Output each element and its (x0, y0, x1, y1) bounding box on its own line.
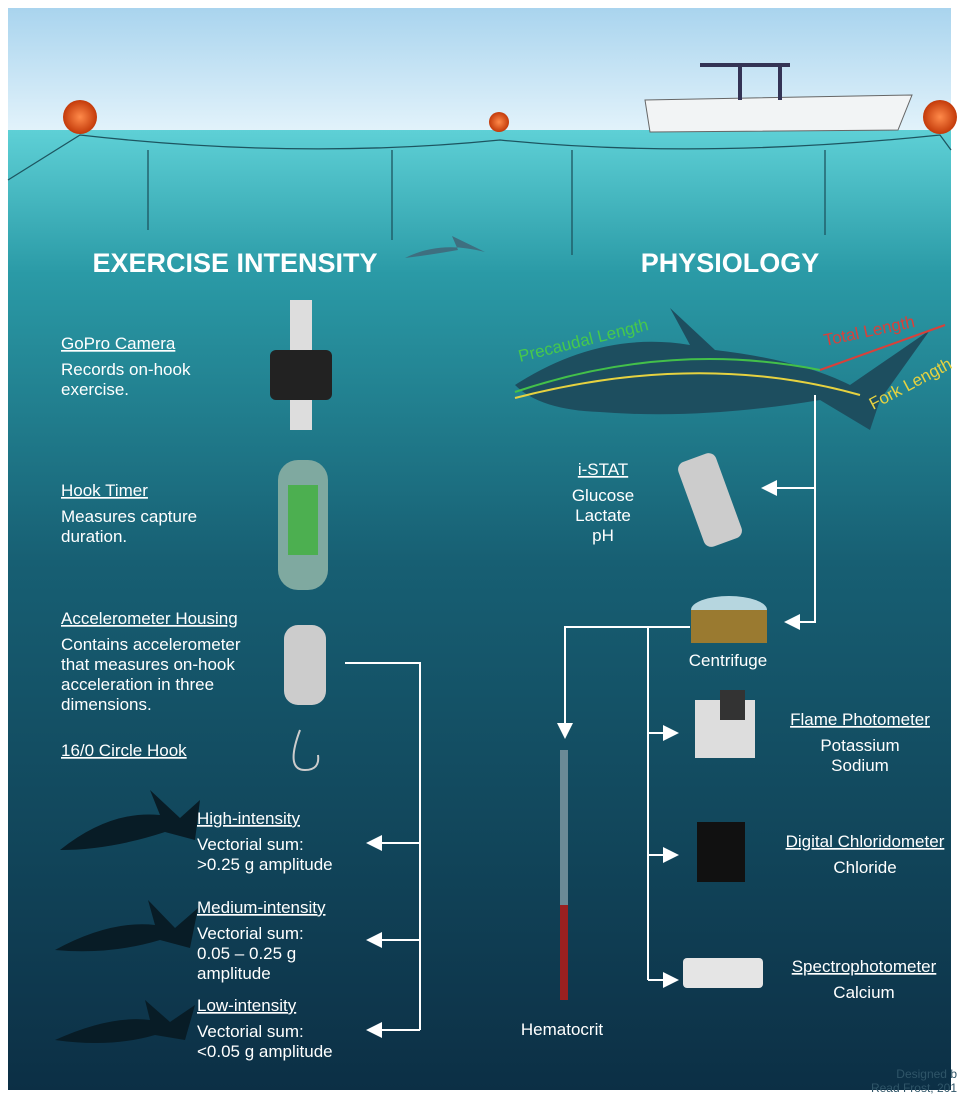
item-desc: Measures capture (61, 507, 197, 526)
item-desc: Calcium (833, 983, 894, 1002)
infographic: EXERCISE INTENSITY PHYSIOLOGY GoPro Camera… (0, 0, 959, 1096)
item-title: Low-intensity (197, 996, 297, 1015)
item-desc: <0.05 g amplitude (197, 1042, 333, 1061)
item-desc: Records on-hook (61, 360, 191, 379)
item-title: 16/0 Circle Hook (61, 741, 187, 760)
item-desc: Chloride (833, 858, 896, 877)
centrifuge-label: Centrifuge (689, 651, 767, 670)
item-desc: 0.05 – 0.25 g (197, 944, 296, 963)
item-desc: >0.25 g amplitude (197, 855, 333, 874)
item-title: Hook Timer (61, 481, 148, 500)
heading: EXERCISE INTENSITY (92, 248, 377, 278)
item-desc: Contains accelerometer (61, 635, 241, 654)
item-title: Medium-intensity (197, 898, 326, 917)
item-title: Accelerometer Housing (61, 609, 238, 628)
buoy (923, 100, 957, 134)
item-desc: amplitude (197, 964, 271, 983)
credit: Designed b (896, 1067, 957, 1081)
buoy (489, 112, 509, 132)
item-desc: Vectorial sum: (197, 1022, 304, 1041)
buoy (63, 100, 97, 134)
item-desc: exercise. (61, 380, 129, 399)
item-title: GoPro Camera (61, 334, 176, 353)
item-desc: acceleration in three (61, 675, 214, 694)
item-desc: duration. (61, 527, 127, 546)
page: EXERCISE INTENSITY PHYSIOLOGY GoPro Camera… (0, 0, 959, 1096)
item-title: Digital Chloridometer (786, 832, 945, 851)
item-desc: pH (592, 526, 614, 545)
item-desc: Potassium (820, 736, 899, 755)
item-title: Flame Photometer (790, 710, 930, 729)
item-desc: Lactate (575, 506, 631, 525)
item-desc: Glucose (572, 486, 634, 505)
item-desc: dimensions. (61, 695, 152, 714)
credit: Read Frost, 201 (871, 1081, 957, 1095)
item-title: High-intensity (197, 809, 300, 828)
item-title: Spectrophotometer (792, 957, 937, 976)
item-desc: Vectorial sum: (197, 924, 304, 943)
item-desc: Sodium (831, 756, 889, 775)
item-desc: that measures on-hook (61, 655, 235, 674)
hematocrit-label: Hematocrit (521, 1020, 603, 1039)
item-desc: Vectorial sum: (197, 835, 304, 854)
item-title: i-STAT (578, 460, 628, 479)
heading: PHYSIOLOGY (641, 248, 820, 278)
